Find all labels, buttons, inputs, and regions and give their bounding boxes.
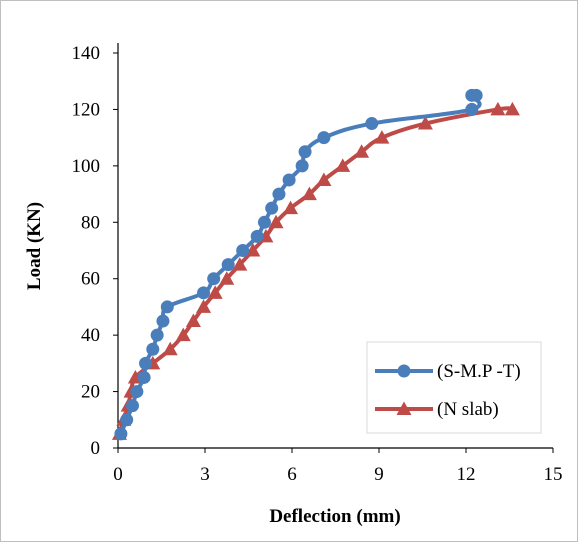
circle-point <box>295 159 309 173</box>
legend-marker <box>396 401 412 415</box>
x-tick-label: 6 <box>287 464 297 485</box>
legend-entry: (N slab) <box>375 399 499 420</box>
axes <box>117 43 553 449</box>
circle-point <box>197 286 211 300</box>
circle-point <box>236 244 250 257</box>
circle-point <box>150 328 164 342</box>
triangle-point <box>207 285 223 299</box>
series-s-m-p-t <box>114 88 483 441</box>
circle-point <box>156 314 170 328</box>
y-tick-label: 60 <box>81 269 100 290</box>
triangle-point <box>268 214 284 229</box>
circle-point <box>282 173 296 187</box>
circle-point <box>207 272 221 286</box>
circle-point <box>317 131 331 145</box>
circle-point <box>250 229 264 243</box>
y-tick-label: 140 <box>72 43 101 64</box>
series-layer <box>111 88 520 441</box>
y-tick-labels: 0 20 40 60 80 100 120 140 <box>72 43 118 459</box>
y-tick-label: 100 <box>72 156 101 177</box>
circle-point <box>221 258 235 272</box>
triangle-point <box>335 158 351 172</box>
circle-point <box>120 413 134 427</box>
triangle-point <box>232 257 248 271</box>
legend-marker <box>397 364 411 378</box>
y-axis-title: Load (KN) <box>24 202 45 290</box>
x-tick-label: 12 <box>457 464 476 485</box>
circle-point <box>139 356 153 370</box>
y-tick-label: 40 <box>81 325 100 346</box>
circle-point <box>130 385 144 399</box>
y-tick-label: 80 <box>81 212 100 233</box>
x-tick-labels: 0 3 6 9 12 15 <box>113 448 563 485</box>
x-axis-title: Deflection (mm) <box>269 506 400 527</box>
legend-box <box>366 341 542 434</box>
triangle-point <box>417 116 433 130</box>
legend-label: (N slab) <box>437 399 499 420</box>
triangle-point <box>354 144 370 158</box>
triangle-point <box>490 101 506 116</box>
circle-point <box>137 370 151 384</box>
circle-point <box>146 342 160 356</box>
circle-point <box>114 427 128 441</box>
x-tick-label: 9 <box>374 464 384 485</box>
y-tick-label: 20 <box>81 382 100 403</box>
triangle-point <box>219 271 235 285</box>
circle-point <box>365 117 379 131</box>
circle-point <box>126 399 139 413</box>
triangle-point <box>316 172 332 186</box>
legend-entry: (S-M.P -T) <box>375 361 521 382</box>
circle-point <box>465 102 479 116</box>
triangle-point <box>245 243 261 257</box>
triangle-point <box>196 299 212 313</box>
y-tick-label: 120 <box>72 99 101 120</box>
x-tick-label: 0 <box>113 464 123 485</box>
circle-point <box>298 145 312 159</box>
x-tick-label: 3 <box>200 464 210 485</box>
triangle-point <box>283 200 299 215</box>
triangle-point <box>175 327 191 342</box>
triangle-point <box>374 130 390 144</box>
x-tick-label: 15 <box>544 464 563 485</box>
triangle-point <box>185 313 201 328</box>
triangle-point <box>162 341 178 356</box>
triangle-point <box>504 101 520 116</box>
triangle-point <box>301 186 317 201</box>
legend: (S-M.P -T) (N slab) <box>366 341 542 434</box>
circle-point <box>469 88 483 102</box>
legend-label: (S-M.P -T) <box>437 361 521 382</box>
y-tick-label: 0 <box>91 438 101 459</box>
circle-point <box>160 300 174 314</box>
circle-point <box>272 187 286 201</box>
circle-point <box>265 201 279 215</box>
circle-point <box>257 215 271 229</box>
